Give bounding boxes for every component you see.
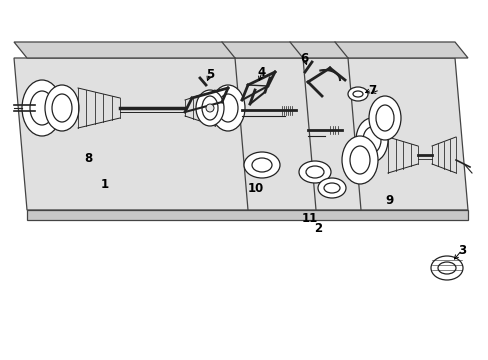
Ellipse shape xyxy=(22,80,62,136)
Ellipse shape xyxy=(430,256,462,280)
Text: 8: 8 xyxy=(84,152,92,165)
Text: 3: 3 xyxy=(457,243,465,256)
Ellipse shape xyxy=(341,136,377,184)
Ellipse shape xyxy=(205,104,214,112)
Ellipse shape xyxy=(305,166,324,178)
Ellipse shape xyxy=(352,91,362,97)
Ellipse shape xyxy=(368,96,400,140)
Ellipse shape xyxy=(218,94,238,122)
Ellipse shape xyxy=(202,96,218,120)
Ellipse shape xyxy=(52,94,72,122)
Text: 7: 7 xyxy=(367,84,375,96)
Text: 9: 9 xyxy=(385,194,393,207)
Ellipse shape xyxy=(355,118,387,162)
Ellipse shape xyxy=(30,91,54,125)
Text: 2: 2 xyxy=(313,221,322,234)
Ellipse shape xyxy=(317,178,346,198)
Text: 6: 6 xyxy=(299,51,307,64)
Ellipse shape xyxy=(324,183,339,193)
Text: 10: 10 xyxy=(247,181,264,194)
Polygon shape xyxy=(14,42,467,58)
Ellipse shape xyxy=(244,152,280,178)
Ellipse shape xyxy=(437,262,455,274)
Text: 4: 4 xyxy=(257,66,265,78)
Ellipse shape xyxy=(210,85,244,131)
Ellipse shape xyxy=(45,85,79,131)
Text: 5: 5 xyxy=(205,68,214,81)
Polygon shape xyxy=(14,58,467,210)
Text: 1: 1 xyxy=(101,179,109,192)
Text: 11: 11 xyxy=(301,211,318,225)
Ellipse shape xyxy=(362,127,380,153)
Ellipse shape xyxy=(251,158,271,172)
Ellipse shape xyxy=(298,161,330,183)
Polygon shape xyxy=(27,210,467,220)
Ellipse shape xyxy=(347,87,367,101)
Ellipse shape xyxy=(349,146,369,174)
Ellipse shape xyxy=(375,105,393,131)
Ellipse shape xyxy=(196,90,224,126)
